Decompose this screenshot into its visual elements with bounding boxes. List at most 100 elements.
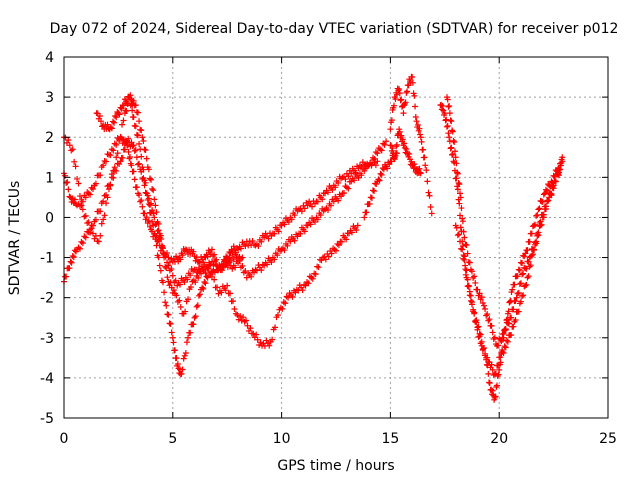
data-point	[255, 243, 262, 250]
data-point	[492, 370, 499, 377]
data-point	[444, 122, 451, 129]
data-point	[235, 260, 242, 267]
data-point	[130, 142, 137, 149]
data-point	[457, 238, 464, 245]
data-point	[358, 172, 365, 179]
data-point	[235, 316, 242, 323]
data-point	[413, 118, 420, 125]
data-point	[114, 150, 121, 157]
data-point	[162, 263, 169, 270]
data-point	[266, 342, 273, 349]
data-point	[214, 284, 221, 291]
data-point	[67, 258, 74, 265]
data-point	[169, 334, 176, 341]
data-point	[533, 240, 540, 247]
data-point	[272, 324, 279, 331]
data-point	[155, 254, 162, 261]
data-point	[203, 273, 210, 280]
data-point	[464, 250, 471, 257]
data-point	[453, 224, 460, 231]
data-point	[148, 210, 155, 217]
data-point	[502, 327, 509, 334]
data-point	[454, 186, 461, 193]
data-point	[117, 133, 124, 140]
data-point	[96, 112, 103, 119]
data-point	[558, 159, 565, 166]
data-point	[90, 185, 97, 192]
data-point	[229, 265, 236, 272]
data-point	[521, 253, 528, 260]
data-point	[163, 264, 170, 271]
data-point	[449, 151, 456, 158]
data-point	[69, 146, 76, 153]
data-point	[68, 259, 75, 266]
data-point	[402, 99, 409, 106]
data-point	[66, 265, 73, 272]
data-point	[70, 254, 77, 261]
data-point	[187, 329, 194, 336]
data-point	[542, 186, 549, 193]
x-tick-label: 15	[381, 431, 399, 447]
data-point	[403, 145, 410, 152]
data-point	[299, 287, 306, 294]
data-point	[64, 179, 71, 186]
data-point	[230, 243, 237, 250]
data-point	[111, 119, 118, 126]
data-point	[475, 323, 482, 330]
data-point	[138, 153, 145, 160]
data-point	[253, 331, 260, 338]
data-point	[97, 232, 104, 239]
data-point	[141, 210, 148, 217]
data-point	[345, 185, 352, 192]
data-point	[79, 206, 86, 213]
data-point	[378, 171, 385, 178]
data-point	[87, 191, 94, 198]
data-point	[218, 289, 225, 296]
data-point	[458, 245, 465, 252]
x-tick-label: 10	[273, 431, 291, 447]
data-point	[155, 220, 162, 227]
series-5	[387, 73, 435, 217]
data-point	[287, 238, 294, 245]
x-tick-label: 0	[60, 431, 69, 447]
data-point	[291, 237, 298, 244]
data-point	[314, 216, 321, 223]
data-point	[257, 339, 264, 346]
data-point	[104, 194, 111, 201]
data-point	[137, 146, 144, 153]
data-point	[309, 203, 316, 210]
data-point	[348, 170, 355, 177]
data-point	[478, 294, 485, 301]
data-point	[354, 222, 361, 229]
data-point	[211, 251, 218, 258]
data-point	[505, 320, 512, 327]
data-point	[243, 274, 250, 281]
data-point	[536, 205, 543, 212]
data-point	[92, 216, 99, 223]
data-point	[128, 100, 135, 107]
data-point	[458, 205, 465, 212]
data-point	[500, 350, 507, 357]
data-point	[149, 185, 156, 192]
data-point	[185, 296, 192, 303]
data-point	[545, 197, 552, 204]
data-point	[424, 178, 431, 185]
data-point	[66, 142, 73, 149]
data-point	[281, 247, 288, 254]
data-point	[160, 279, 167, 286]
data-point	[480, 344, 487, 351]
data-point	[503, 337, 510, 344]
data-point	[66, 193, 73, 200]
data-point	[208, 273, 215, 280]
data-point	[466, 288, 473, 295]
data-point	[520, 270, 527, 277]
data-point	[472, 318, 479, 325]
data-point	[107, 124, 114, 131]
data-point	[355, 174, 362, 181]
data-point	[462, 271, 469, 278]
data-point	[399, 136, 406, 143]
data-point	[447, 117, 454, 124]
data-point	[132, 102, 139, 109]
data-point	[557, 166, 564, 173]
data-point	[131, 176, 138, 183]
